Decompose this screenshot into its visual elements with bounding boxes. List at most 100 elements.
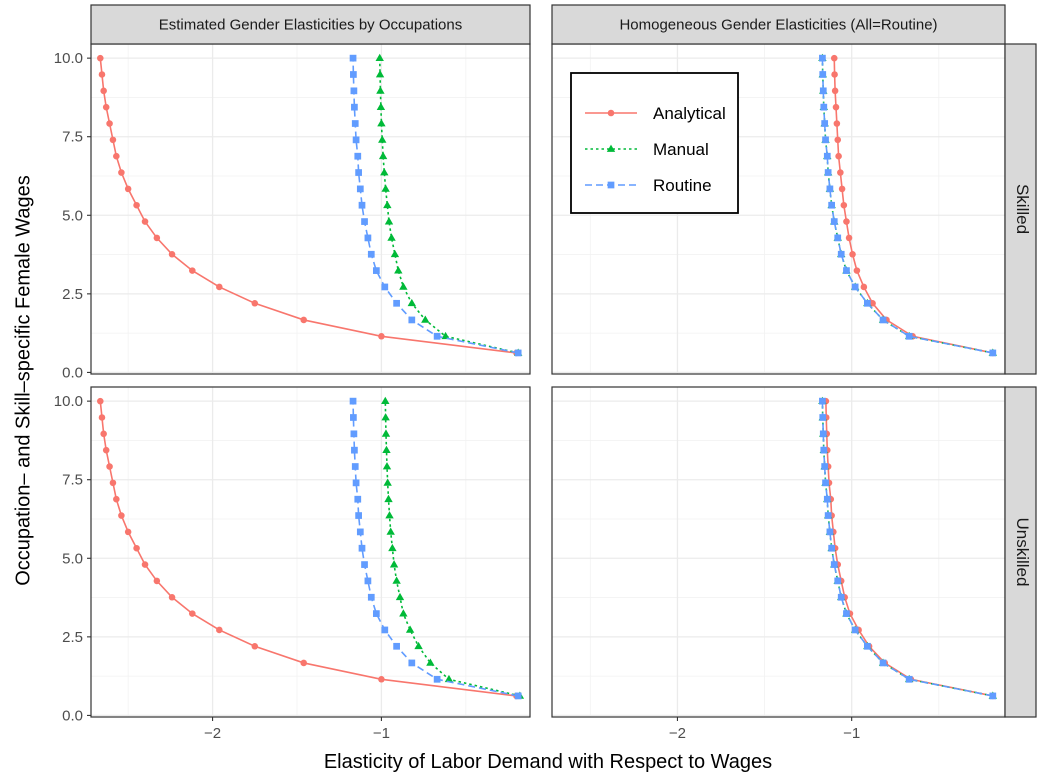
data-point-routine	[834, 234, 842, 242]
data-point-routine	[822, 136, 829, 144]
row-strip-label: Skilled	[1013, 184, 1032, 234]
data-point-routine	[514, 349, 522, 357]
data-point-manual	[386, 527, 395, 535]
data-point-routine	[381, 626, 389, 634]
row-strip-background	[1004, 43, 1037, 375]
data-point-manual	[421, 315, 430, 323]
axis-ticks: 0.0 2.5 5.0 7.5 10.0 0.0 2.5 5.0 7.5 10.0 −2 −1 −2 −1	[54, 50, 860, 742]
legend-key-marker	[607, 181, 615, 189]
data-point-analytical	[378, 333, 385, 340]
y-tick-label: 7.5	[62, 129, 83, 146]
data-point-manual	[388, 543, 397, 552]
column-strip-background	[90, 4, 531, 45]
y-tick-label: 2.5	[62, 286, 83, 303]
series-manual-unskilled-panel1	[381, 396, 525, 699]
data-point-analytical	[97, 397, 104, 405]
data-point-manual	[395, 592, 405, 601]
data-point-manual	[381, 396, 390, 405]
data-point-routine	[358, 201, 366, 209]
data-point-routine	[905, 332, 913, 340]
data-point-routine	[819, 87, 827, 95]
legend: Analytical Manual Routine	[570, 72, 739, 214]
data-point-routine	[350, 71, 357, 78]
data-point-routine	[834, 577, 842, 585]
panel-background	[91, 387, 530, 717]
column-strip-label: Homogeneous Gender Elasticities (All=Rou…	[619, 17, 937, 34]
data-point-routine	[358, 544, 366, 552]
data-point-analytical	[153, 577, 161, 585]
data-point-routine	[824, 512, 832, 519]
data-point-routine	[851, 626, 859, 634]
data-point-analytical	[109, 136, 117, 144]
data-point-routine	[823, 152, 831, 160]
data-point-routine	[361, 561, 368, 568]
data-point-manual	[399, 609, 408, 617]
data-point-analytical	[100, 87, 107, 95]
data-point-manual	[384, 217, 394, 225]
x-tick-label: −1	[373, 725, 390, 742]
data-point-manual	[383, 478, 392, 486]
data-point-routine	[352, 479, 360, 487]
data-point-routine	[350, 430, 358, 438]
y-tick-label: 0.0	[62, 707, 83, 724]
data-point-manual	[381, 429, 391, 437]
data-point-routine	[826, 528, 834, 536]
data-point-manual	[384, 494, 393, 503]
data-point-analytical	[189, 610, 196, 617]
data-point-manual	[375, 70, 385, 78]
data-point-routine	[837, 250, 845, 258]
y-tick-label: 0.0	[62, 364, 83, 381]
data-point-analytical	[860, 283, 868, 291]
data-point-analytical	[831, 71, 838, 78]
legend-box	[570, 72, 739, 214]
data-point-analytical	[168, 250, 176, 258]
series-analytical-unskilled-panel1	[97, 397, 520, 700]
data-point-analytical	[133, 201, 140, 209]
y-tick-label: 5.0	[62, 550, 83, 567]
data-point-analytical	[849, 250, 856, 258]
data-point-analytical	[106, 463, 113, 470]
data-point-analytical	[113, 152, 120, 160]
data-point-routine	[408, 659, 416, 667]
data-point-routine	[367, 593, 375, 601]
panel-border	[90, 386, 531, 718]
data-point-routine	[356, 528, 364, 536]
data-point-analytical	[869, 300, 876, 307]
data-point-routine	[843, 610, 850, 617]
data-point-routine	[821, 463, 829, 470]
data-point-routine	[826, 185, 834, 193]
data-point-routine	[354, 495, 362, 503]
data-point-analytical	[141, 561, 149, 568]
data-point-routine	[408, 316, 416, 324]
data-point-routine	[819, 397, 826, 405]
data-point-routine	[837, 593, 845, 601]
data-point-analytical	[98, 71, 106, 78]
data-point-routine	[830, 561, 838, 568]
data-point-manual	[377, 119, 386, 127]
data-point-manual	[387, 233, 396, 241]
data-point-routine	[393, 299, 400, 307]
legend-item-manual: Manual	[585, 140, 709, 159]
data-point-analytical	[189, 267, 196, 274]
panel-background	[552, 387, 1005, 717]
data-point-manual	[376, 86, 385, 94]
data-point-analytical	[830, 54, 838, 62]
data-point-analytical	[378, 676, 385, 683]
data-point-analytical	[106, 120, 113, 127]
data-point-analytical	[124, 528, 132, 536]
data-point-routine	[828, 201, 836, 209]
data-point-routine	[433, 675, 441, 683]
data-point-analytical	[98, 414, 106, 421]
series-routine-skilled-panel2	[819, 54, 997, 357]
data-point-routine	[821, 120, 829, 127]
data-point-manual	[383, 200, 392, 209]
data-point-routine	[514, 692, 522, 700]
data-point-analytical	[153, 234, 161, 242]
data-point-manual	[380, 168, 389, 176]
data-point-routine	[351, 463, 359, 470]
data-point-analytical	[109, 479, 117, 487]
data-point-routine	[822, 479, 829, 487]
data-point-manual	[394, 266, 403, 274]
y-tick-label: 5.0	[62, 207, 83, 224]
